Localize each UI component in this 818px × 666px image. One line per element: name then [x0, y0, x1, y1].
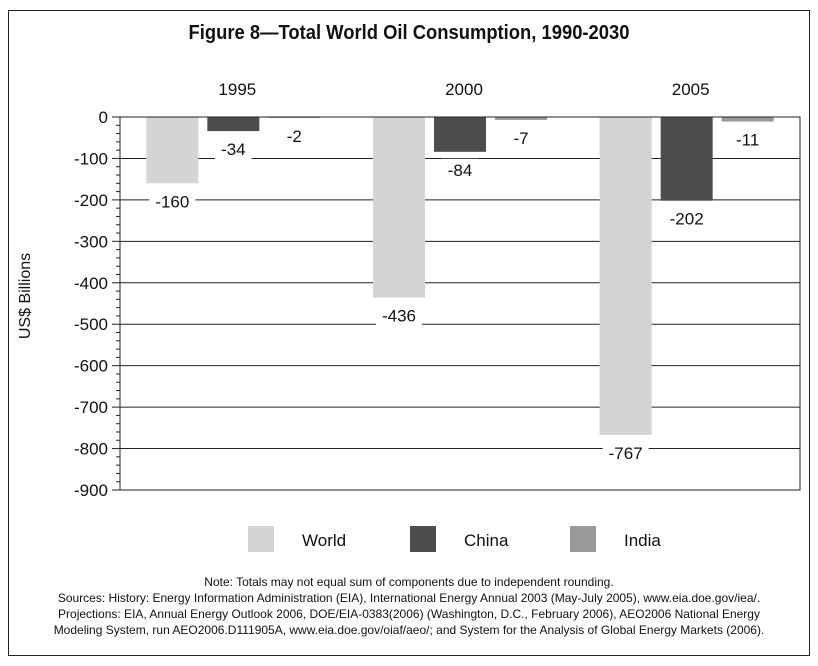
legend-swatch-china [410, 526, 436, 552]
y-tick-label: -500 [74, 315, 108, 334]
bar-china [434, 117, 486, 152]
bar-china [207, 117, 260, 132]
legend-swatch-india [570, 526, 596, 552]
data-labels: -160 -34 -2 -436 -84 -7 -767 -202 -11 [120, 116, 800, 464]
data-label-bg [215, 138, 252, 161]
data-label: -11 [736, 131, 759, 150]
data-label-bg [376, 304, 422, 327]
y-tick-label: -400 [74, 274, 108, 293]
bar-china [660, 117, 713, 201]
data-label-bg [602, 441, 649, 464]
y-tick-label: -600 [74, 357, 108, 376]
category-labels: 1995 2000 2005 [218, 80, 709, 99]
data-label-bg [441, 158, 479, 181]
chart-title: Figure 8—Total World Oil Consumption, 19… [188, 22, 630, 44]
bar-world [146, 117, 199, 184]
figure-frame [8, 10, 810, 656]
y-tick-label: -100 [74, 149, 108, 168]
bar-world [599, 117, 652, 435]
modeling-line: Modeling System, run AEO2006.D111905A, w… [53, 623, 765, 637]
legend-label-india: India [624, 531, 661, 550]
bar-world [373, 117, 425, 298]
bars [146, 117, 774, 435]
data-label: -767 [609, 444, 643, 463]
y-tick-label: -900 [74, 481, 108, 500]
data-label: -160 [155, 192, 189, 211]
y-axis-label: US$ Billions [17, 253, 34, 339]
y-axis: 0 -100 -200 -300 -400 -500 -600 -700 -800 -900 [74, 108, 121, 500]
data-label: -84 [448, 161, 473, 180]
note-line: Note: Totals may not equal sum of compon… [204, 575, 614, 589]
category-label: 2005 [672, 80, 710, 99]
y-tick-label: 0 [99, 108, 108, 127]
legend-label-world: World [302, 531, 346, 550]
data-label: -2 [287, 127, 302, 146]
y-tick-label: -300 [74, 232, 108, 251]
y-tick-label: -800 [74, 440, 108, 459]
bar-chart: 0 -100 -200 -300 -400 -500 -600 -700 -800 -900 -1… [17, 80, 801, 552]
legend: World China India [248, 526, 661, 552]
legend-swatch-world [248, 526, 274, 552]
data-label: -202 [670, 210, 704, 229]
data-label-bg [507, 126, 535, 149]
y-tick-label: -200 [74, 191, 108, 210]
data-label: -7 [513, 129, 528, 148]
sources-line: Sources: History: Energy Information Adm… [57, 591, 761, 605]
category-label: 2000 [445, 80, 483, 99]
data-label-bg [280, 124, 308, 147]
category-label: 1995 [218, 80, 256, 99]
data-label: -436 [382, 307, 416, 326]
projections-line: Projections: EIA, Annual Energy Outlook … [58, 607, 760, 621]
data-label-bg [149, 190, 196, 213]
bar-india [721, 117, 774, 122]
data-label-bg [729, 128, 766, 151]
bar-india [495, 117, 547, 120]
data-label: -34 [221, 140, 246, 159]
data-label-bg [663, 207, 710, 230]
notes: Note: Totals may not equal sum of compon… [8, 574, 810, 638]
legend-label-china: China [464, 531, 509, 550]
y-tick-label: -700 [74, 398, 108, 417]
